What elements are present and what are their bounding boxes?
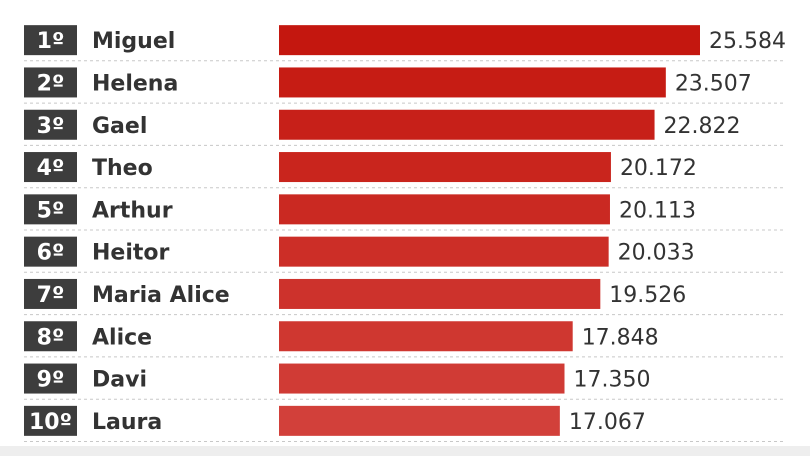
- category-label: Gael: [92, 114, 147, 139]
- rank-badge: [24, 278, 77, 309]
- category-label: Arthur: [92, 198, 173, 223]
- bar: [279, 25, 700, 56]
- value-label: 17.067: [569, 410, 646, 435]
- rank-label: 7º: [37, 283, 65, 308]
- rank-label: 2º: [37, 71, 65, 96]
- category-label: Davi: [92, 368, 147, 393]
- category-label: Alice: [92, 325, 152, 350]
- rank-label: 5º: [37, 198, 65, 223]
- rank-badge: [24, 194, 77, 225]
- rank-badge: [24, 67, 77, 98]
- value-label: 17.848: [582, 325, 659, 350]
- category-label: Helena: [92, 71, 178, 96]
- value-label: 17.350: [574, 368, 651, 393]
- value-label: 25.584: [709, 29, 786, 54]
- bottom-strip: [0, 446, 810, 456]
- rank-badge: [24, 363, 77, 394]
- category-label: Miguel: [92, 29, 175, 54]
- rank-label: 6º: [37, 241, 65, 266]
- rank-badge: [24, 236, 77, 267]
- rank-label: 8º: [37, 325, 65, 350]
- value-label: 20.113: [619, 198, 696, 223]
- category-label: Maria Alice: [92, 283, 230, 308]
- bar: [279, 109, 655, 140]
- value-label: 19.526: [609, 283, 686, 308]
- bar: [279, 405, 560, 436]
- bar: [279, 194, 610, 225]
- rank-label: 1º: [37, 29, 65, 54]
- bar: [279, 321, 573, 352]
- category-label: Heitor: [92, 241, 170, 266]
- bar: [279, 278, 601, 309]
- rank-badge: [24, 25, 77, 56]
- rank-badge: [24, 321, 77, 352]
- bar: [279, 363, 565, 394]
- category-label: Theo: [92, 156, 153, 181]
- rank-label: 3º: [37, 114, 65, 139]
- bar: [279, 152, 611, 183]
- rank-badge: [24, 152, 77, 183]
- value-label: 20.033: [618, 241, 695, 266]
- value-label: 22.822: [664, 114, 741, 139]
- rank-label: 9º: [37, 368, 65, 393]
- category-label: Laura: [92, 410, 162, 435]
- bar: [279, 67, 666, 98]
- value-label: 20.172: [620, 156, 697, 181]
- rank-badge: [24, 405, 77, 436]
- bar: [279, 236, 609, 267]
- value-label: 23.507: [675, 71, 752, 96]
- rank-label: 4º: [37, 156, 65, 181]
- rank-label: 10º: [29, 410, 72, 435]
- rank-badge: [24, 109, 77, 140]
